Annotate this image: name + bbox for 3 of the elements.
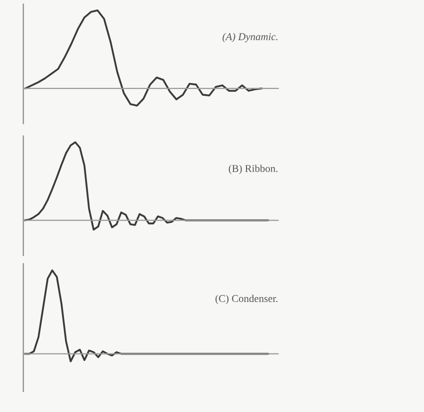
text: (C) Condenser. [216, 294, 278, 304]
text: (A) Dynamic. [222, 32, 278, 42]
text: (B) Ribbon. [228, 164, 278, 174]
